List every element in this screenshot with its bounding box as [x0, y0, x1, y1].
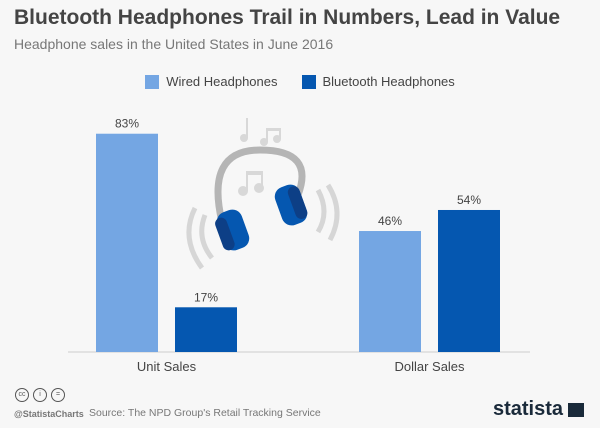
data-label: 46% — [378, 214, 402, 228]
legend-label: Wired Headphones — [166, 74, 278, 89]
chart-title: Bluetooth Headphones Trail in Numbers, L… — [14, 6, 561, 29]
attribution-icon: i — [33, 388, 47, 402]
headphones-illustration — [186, 118, 340, 270]
legend-label: Bluetooth Headphones — [322, 74, 455, 89]
legend-swatch — [301, 74, 316, 89]
legend-swatch — [145, 74, 160, 89]
cc-license-icons: cc i = — [15, 388, 65, 402]
bar-bluetooth-headphones — [438, 209, 500, 352]
chart-subtitle: Headphone sales in the United States in … — [14, 36, 334, 52]
data-label: 54% — [457, 193, 481, 207]
logo-mark-icon — [568, 402, 584, 417]
source: Source: The NPD Group's Retail Tracking … — [89, 407, 321, 419]
legend: Wired Headphones Bluetooth Headphones — [0, 74, 600, 89]
music-notes-icon — [238, 118, 281, 196]
logo-text: statista — [492, 398, 563, 420]
legend-item-bluetooth: Bluetooth Headphones — [301, 74, 455, 89]
x-tick-label: Unit Sales — [137, 359, 197, 374]
statista-logo: statista — [493, 398, 584, 421]
data-label: 83% — [115, 117, 139, 131]
legend-item-wired: Wired Headphones — [145, 74, 278, 89]
bar-wired-headphones — [96, 133, 158, 352]
handle: @StatistaCharts — [14, 409, 84, 419]
cc-icon: cc — [15, 388, 29, 402]
data-label: 17% — [194, 290, 218, 304]
bar-bluetooth-headphones — [175, 307, 237, 352]
x-tick-label: Dollar Sales — [394, 359, 465, 374]
bar-wired-headphones — [359, 231, 421, 352]
no-derivatives-icon: = — [51, 388, 65, 402]
